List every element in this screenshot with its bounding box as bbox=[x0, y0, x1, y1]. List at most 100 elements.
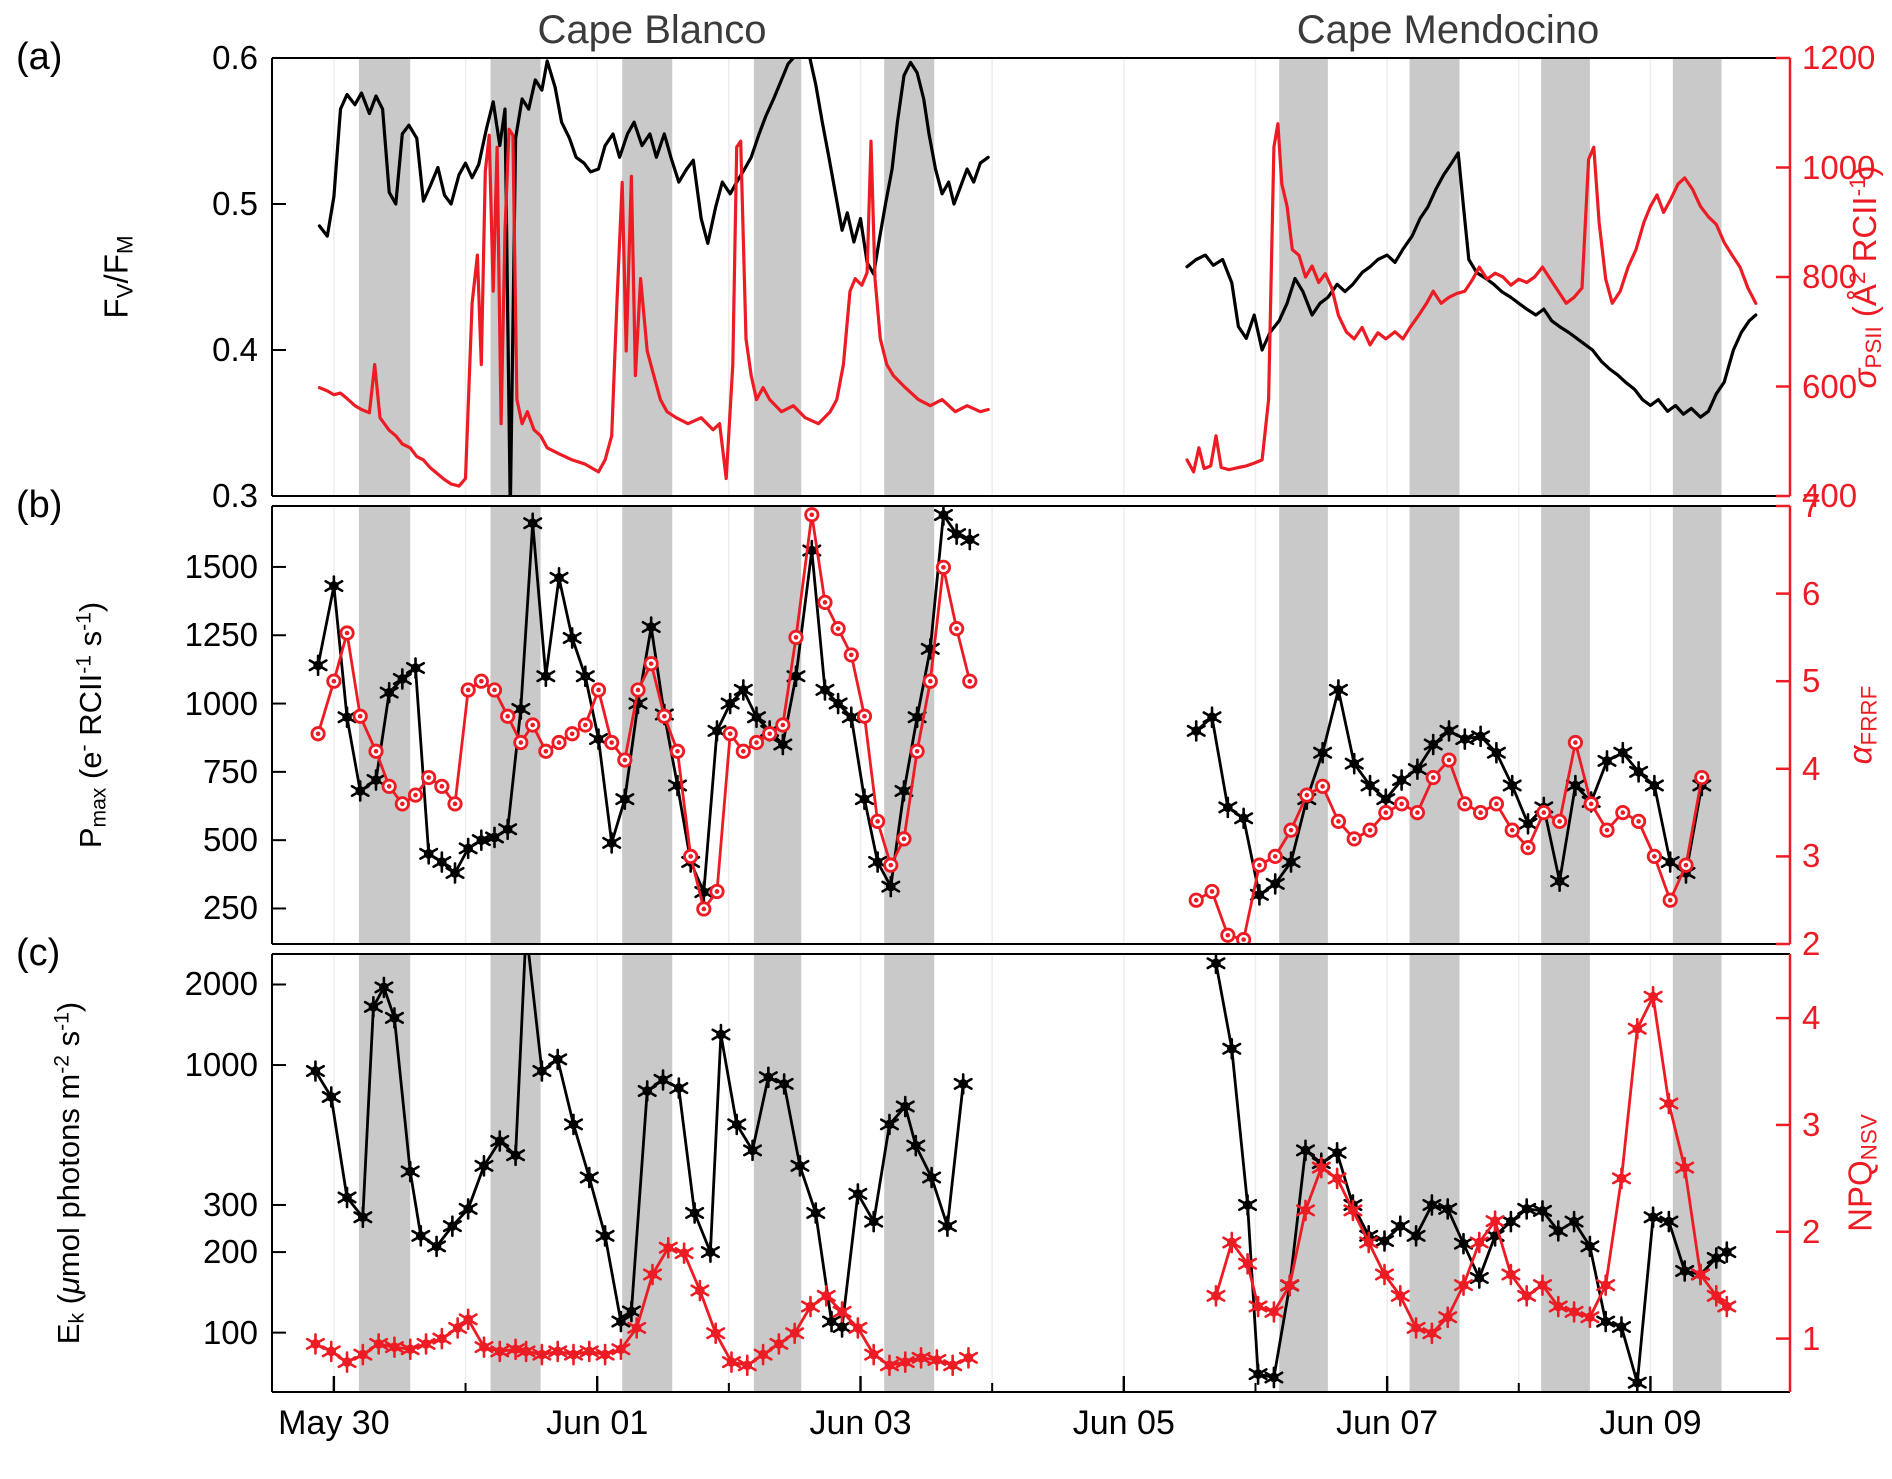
title-cape-blanco: Cape Blanco bbox=[537, 8, 767, 52]
ylabel-segment: NPQ bbox=[1841, 1160, 1879, 1232]
y-tick-label-left-b: 1250 bbox=[184, 616, 258, 654]
ylabel-segment: μ bbox=[50, 1277, 86, 1295]
x-tick-label: May 30 bbox=[278, 1404, 390, 1442]
ylabel-segment: mol photons m bbox=[50, 1073, 86, 1278]
x-tick-label: Jun 07 bbox=[1336, 1404, 1439, 1442]
day-shading-band bbox=[1672, 58, 1722, 496]
y-tick-label-right-c: 2 bbox=[1802, 1212, 1821, 1250]
day-shading-band bbox=[1541, 954, 1590, 1392]
day-shading-band bbox=[490, 954, 541, 1392]
y-tick-label-left-c: 1000 bbox=[184, 1046, 258, 1084]
ylabel-segment: -1 bbox=[50, 1012, 74, 1031]
x-tick-label: Jun 09 bbox=[1599, 1404, 1702, 1442]
day-shading-band bbox=[1672, 954, 1722, 1392]
x-tick-label: Jun 05 bbox=[1072, 1404, 1175, 1442]
ylabel-segment: α bbox=[1841, 745, 1879, 765]
series-alpha-frrf-cape-mendocino bbox=[1188, 734, 1710, 944]
panel-letter-b: (b) bbox=[16, 484, 63, 526]
ylabel-segment: E bbox=[50, 1323, 86, 1345]
y-tick-label-right-b: 4 bbox=[1802, 749, 1821, 787]
y-tick-label-right-a: 1200 bbox=[1802, 39, 1876, 76]
y-tick-label-left-c: 100 bbox=[202, 1313, 258, 1351]
ylabel-segment: -2 bbox=[50, 1054, 74, 1074]
y-tick-label-left-c: 200 bbox=[202, 1233, 258, 1271]
y-tick-label-right-c: 4 bbox=[1802, 999, 1821, 1037]
y-tick-label-right-c: 3 bbox=[1802, 1105, 1821, 1143]
y-tick-label-left-a: 0.4 bbox=[212, 331, 258, 368]
y-tick-label-right-b: 2 bbox=[1802, 925, 1821, 962]
ylabel-segment: s bbox=[72, 630, 108, 656]
y-tick-label-right-b: 3 bbox=[1802, 837, 1821, 875]
y-tick-label-left-b: 750 bbox=[202, 752, 258, 790]
series-npq-nsv-cape-blanco bbox=[305, 1236, 978, 1377]
ylabel-segment: V bbox=[112, 283, 138, 299]
panel-c bbox=[271, 953, 1792, 1393]
y-tick-label-left-b: 500 bbox=[202, 821, 258, 859]
day-shading-band bbox=[884, 954, 935, 1392]
y-tick-label-right-c: 1 bbox=[1802, 1319, 1821, 1357]
series-sigma-psii-cape-blanco bbox=[317, 127, 990, 488]
ylabel-pmax: Pmax (e- RCII-1 s-1) bbox=[72, 602, 111, 848]
ylabel-segment: max bbox=[87, 787, 111, 828]
day-shading-band bbox=[753, 58, 802, 496]
y-tick-label-right-a: 1000 bbox=[1802, 148, 1876, 186]
y-tick-label-right-a: 800 bbox=[1802, 258, 1858, 295]
ylabel-segment: F bbox=[97, 298, 135, 319]
y-tick-label-right-a: 600 bbox=[1802, 367, 1858, 405]
y-tick-label-right-b: 6 bbox=[1802, 574, 1821, 612]
y-tick-label-left-b: 250 bbox=[202, 889, 258, 927]
ylabel-alpha-frrf: αFRRF bbox=[1842, 686, 1883, 765]
y-tick-label-left-b: 1500 bbox=[184, 547, 258, 585]
ylabel-segment: /F bbox=[97, 254, 135, 284]
y-tick-label-left-a: 0.6 bbox=[212, 39, 258, 76]
ylabel-segment: -1 bbox=[72, 655, 96, 674]
ylabel-fv-fm: FV/FM bbox=[98, 235, 139, 318]
ylabel-ek: Ek (μmol photons m-2 s-1) bbox=[50, 1002, 89, 1344]
ylabel-segment: P bbox=[72, 827, 108, 849]
ylabel-segment: -1 bbox=[72, 612, 96, 631]
ylabel-segment: M bbox=[112, 235, 138, 255]
series-alpha-frrf-cape-blanco bbox=[310, 507, 978, 917]
series-sigma-psii-cape-mendocino bbox=[1185, 122, 1758, 474]
ylabel-npq-nsv: NPQNSV bbox=[1842, 1114, 1883, 1232]
day-shading-band bbox=[1409, 506, 1460, 944]
ylabel-segment: RCII bbox=[72, 673, 108, 745]
y-tick-label-left-a: 0.5 bbox=[212, 185, 258, 222]
ylabel-segment: NSV bbox=[1856, 1114, 1882, 1161]
ylabel-segment: ( bbox=[50, 1294, 86, 1313]
x-tick-label: Jun 01 bbox=[546, 1404, 649, 1442]
day-shading-band bbox=[1409, 58, 1460, 496]
day-shading-band bbox=[1541, 506, 1590, 944]
panel-a bbox=[271, 56, 1792, 498]
ylabel-segment: ) bbox=[50, 1001, 86, 1013]
panel-letter-c: (c) bbox=[16, 932, 61, 974]
x-tick-label: Jun 03 bbox=[809, 1404, 912, 1442]
ylabel-segment: (e bbox=[72, 751, 108, 788]
day-shading-band bbox=[753, 954, 802, 1392]
ylabel-segment: s bbox=[50, 1030, 86, 1055]
y-tick-label-left-c: 2000 bbox=[184, 965, 258, 1003]
title-cape-mendocino: Cape Mendocino bbox=[1296, 8, 1600, 52]
series-npq-nsv-cape-mendocino bbox=[1206, 985, 1737, 1345]
day-shading-band bbox=[1279, 58, 1328, 496]
day-shading-band bbox=[358, 954, 411, 1392]
y-tick-label-left-a: 0.3 bbox=[212, 477, 258, 514]
ylabel-segment: - bbox=[72, 744, 96, 752]
day-shading-band bbox=[1279, 506, 1328, 944]
y-tick-label-right-b: 5 bbox=[1802, 662, 1821, 700]
ylabel-segment: k bbox=[65, 1312, 89, 1324]
series-fv-fm-cape-blanco bbox=[317, 58, 990, 496]
y-tick-label-left-c: 300 bbox=[202, 1185, 258, 1223]
panel-b bbox=[271, 504, 1792, 946]
series-ek-cape-blanco bbox=[305, 954, 973, 1338]
ylabel-segment: ) bbox=[72, 601, 108, 613]
y-tick-label-right-a: 400 bbox=[1802, 477, 1858, 514]
day-shading-band bbox=[884, 58, 935, 496]
series-fv-fm-cape-mendocino bbox=[1185, 151, 1758, 419]
y-tick-label-left-b: 1000 bbox=[184, 684, 258, 722]
ylabel-segment: PSII bbox=[1861, 326, 1887, 369]
y-tick-label-right-b: 7 bbox=[1802, 487, 1821, 524]
panel-letter-a: (a) bbox=[16, 36, 63, 78]
